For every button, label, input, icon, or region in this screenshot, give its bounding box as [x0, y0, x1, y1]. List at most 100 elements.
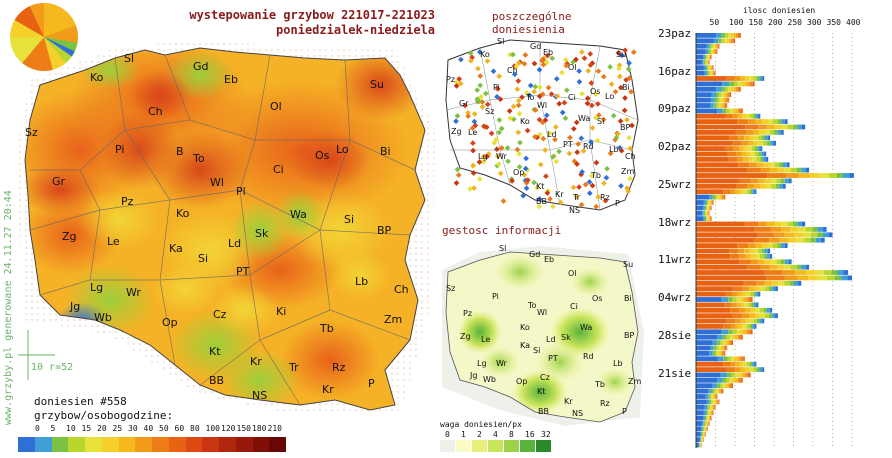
city-label: Wb	[94, 311, 112, 324]
bar-segment	[696, 130, 736, 135]
bar-segment	[696, 373, 721, 378]
bar-segment	[714, 103, 717, 108]
bar-segment	[752, 324, 754, 329]
bar-segment	[727, 76, 735, 81]
bar-segment	[766, 157, 768, 162]
bar-segment	[732, 340, 733, 345]
histogram-bar	[696, 270, 848, 275]
bar-segment	[811, 238, 816, 243]
bar-segment	[763, 157, 766, 162]
color-legend-bar	[18, 437, 286, 452]
city-label: Kt	[536, 182, 544, 191]
bar-segment	[739, 254, 745, 259]
bar-segment	[752, 303, 755, 308]
bar-segment	[740, 378, 742, 383]
bar-segment	[743, 356, 745, 361]
bar-segment	[724, 351, 725, 356]
bar-segment	[700, 437, 701, 442]
bar-segment	[828, 232, 832, 237]
bar-segment	[742, 141, 748, 146]
bar-segment	[713, 44, 714, 49]
bar-segment	[745, 254, 750, 259]
density-legend-swatch	[456, 440, 472, 452]
city-label: Kr	[322, 383, 334, 396]
bar-segment	[733, 378, 736, 383]
bar-segment	[768, 243, 774, 248]
bar-segment	[708, 211, 709, 216]
histogram-bar	[696, 303, 758, 308]
histogram-bar	[696, 292, 760, 297]
bar-segment	[715, 98, 718, 103]
bar-segment	[706, 394, 709, 399]
bar-segment	[741, 356, 743, 361]
bar-segment	[731, 362, 736, 367]
bar-segment	[767, 308, 770, 313]
bar-segment	[773, 243, 778, 248]
bar-segment	[751, 259, 759, 264]
bar-segment	[781, 130, 784, 135]
bar-segment	[746, 297, 748, 302]
bar-segment	[748, 157, 752, 162]
bar-segment	[756, 292, 759, 297]
city-label: Ko	[176, 207, 189, 220]
bar-segment	[711, 98, 715, 103]
city-label: Ch	[625, 152, 636, 161]
bar-segment	[712, 410, 713, 415]
histogram-bar	[696, 373, 751, 378]
bar-segment	[709, 200, 710, 205]
bar-segment	[728, 297, 733, 302]
city-label: Lb	[609, 145, 619, 154]
bar-segment	[716, 87, 721, 92]
bar-segment	[707, 44, 710, 49]
bar-segment	[704, 211, 705, 216]
histogram-bar	[696, 141, 776, 146]
histogram-bar	[696, 356, 745, 361]
bar-segment	[723, 383, 725, 388]
bar-segment	[696, 351, 709, 356]
histogram-bar	[696, 286, 778, 291]
city-label: Sz	[446, 284, 455, 293]
legend-value: 50	[159, 424, 169, 433]
histogram-bar	[696, 173, 854, 178]
city-label: Zg	[451, 127, 462, 136]
bar-segment	[704, 432, 705, 437]
bar-segment	[706, 49, 709, 54]
city-label: Gd	[529, 250, 540, 259]
bar-segment	[735, 319, 741, 324]
bar-segment	[797, 168, 802, 173]
report-marker	[471, 185, 477, 191]
bar-segment	[779, 184, 783, 189]
bar-segment	[721, 38, 724, 43]
bar-segment	[696, 254, 730, 259]
bar-segment	[706, 200, 707, 205]
bar-segment	[799, 173, 810, 178]
bar-segment	[735, 109, 737, 114]
city-label: Ld	[547, 130, 557, 139]
bar-segment	[753, 367, 756, 372]
city-label: To	[526, 93, 534, 102]
bar-segment	[740, 324, 744, 329]
city-label: Pi	[493, 83, 500, 92]
legend-value: 25	[113, 424, 123, 433]
bar-segment	[696, 416, 703, 421]
bar-segment	[730, 378, 733, 383]
bar-segment	[696, 227, 755, 232]
bar-segment	[762, 76, 764, 81]
bar-segment	[736, 152, 742, 157]
histogram-bar	[696, 184, 786, 189]
bar-segment	[765, 249, 768, 254]
bar-segment	[706, 416, 707, 421]
bar-segment	[740, 33, 741, 38]
bar-segment	[732, 38, 734, 43]
legend-swatch	[269, 437, 286, 452]
histogram-bar	[696, 346, 727, 351]
bar-segment	[824, 270, 832, 275]
city-label: P	[615, 199, 620, 208]
legend-value: 120	[221, 424, 235, 433]
histogram-bar	[696, 55, 712, 60]
bar-segment	[738, 249, 744, 254]
legend-value: 5	[51, 424, 56, 433]
city-label: Eb	[544, 255, 554, 264]
city-label: Os	[315, 149, 329, 162]
